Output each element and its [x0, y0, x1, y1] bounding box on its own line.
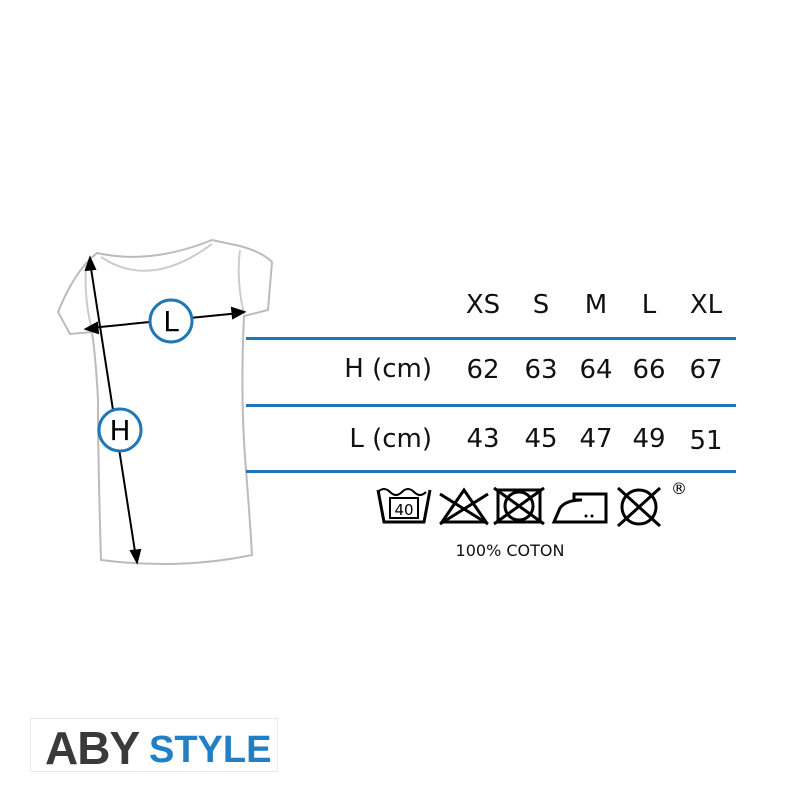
cell: 51: [689, 426, 723, 456]
col-m: M: [584, 290, 608, 320]
no-tumble-dry-icon: [493, 486, 545, 526]
col-xs: XS: [465, 290, 501, 320]
cell: 49: [632, 424, 666, 454]
wash-40-icon: [376, 488, 432, 524]
col-xl: XL: [689, 290, 723, 320]
no-dry-clean-icon: [616, 486, 662, 528]
cell: 43: [466, 424, 500, 454]
logo-part-aby: ABY: [45, 722, 140, 774]
cell: 67: [689, 355, 723, 385]
care-symbols: 40 ®: [376, 479, 687, 528]
cell: 63: [524, 355, 558, 385]
cell: 62: [466, 355, 500, 385]
divider: [246, 404, 736, 407]
divider: [246, 337, 736, 340]
abystyle-logo: ABY STYLE: [30, 718, 278, 774]
registered-mark: ®: [671, 479, 687, 498]
row-label-width: L (cm): [349, 424, 432, 454]
height-marker-circle: [97, 407, 143, 453]
cell: 64: [579, 355, 613, 385]
row-label-height: H (cm): [344, 354, 432, 384]
cell: 47: [579, 424, 613, 454]
col-l: L: [641, 290, 657, 320]
width-marker-circle: [148, 298, 194, 344]
cell: 66: [632, 355, 666, 385]
tshirt-outline: [56, 238, 274, 565]
fabric-composition: 100% COTON: [455, 541, 565, 560]
height-marker: H: [109, 414, 130, 447]
cell: 45: [524, 424, 558, 454]
width-marker: L: [163, 305, 179, 338]
logo-part-style: STYLE: [149, 729, 272, 771]
wash-temp: 40: [394, 501, 413, 519]
no-bleach-icon: [439, 487, 489, 526]
iron-medium-icon: [551, 492, 608, 524]
col-s: S: [532, 290, 550, 320]
divider: [246, 470, 736, 473]
